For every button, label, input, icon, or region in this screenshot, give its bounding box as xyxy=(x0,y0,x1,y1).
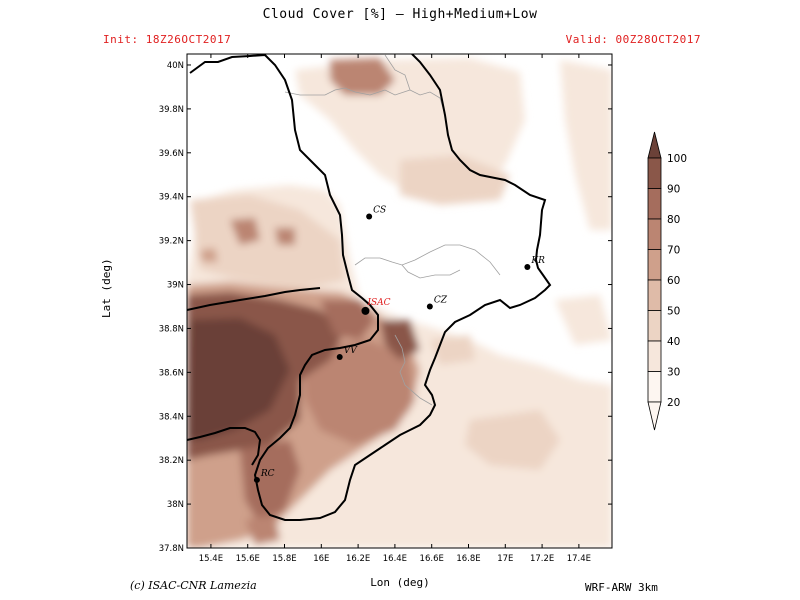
x-tick-label: 17.2E xyxy=(530,554,554,564)
x-tick-label: 15.8E xyxy=(272,554,296,564)
y-axis-ticks: 37.8N 38N 38.2N 38.4N 38.6N 38.8N 39N 39.2N 39.4… xyxy=(159,61,612,554)
colorbar-label: 50 xyxy=(667,306,680,318)
colorbar-box xyxy=(647,249,662,281)
colorbar-label: 80 xyxy=(667,214,680,226)
colorbar-box xyxy=(647,340,662,372)
colorbar: 20 30 40 50 60 70 80 90 100 xyxy=(647,131,687,431)
x-tick-label: 16.4E xyxy=(383,554,407,564)
colorbar-box xyxy=(647,279,662,311)
init-time-label: Init: 18Z26OCT2017 xyxy=(103,33,232,46)
city-marker-vv xyxy=(336,353,343,360)
city-marker-cz xyxy=(426,303,433,310)
y-axis-label: Lat (deg) xyxy=(100,258,113,318)
x-tick-label: 16.6E xyxy=(420,554,444,564)
x-tick-label: 17.4E xyxy=(567,554,591,564)
colorbar-label: 30 xyxy=(667,367,680,379)
colorbar-top-arrow xyxy=(647,131,662,159)
x-tick-label: 16E xyxy=(313,554,329,564)
y-tick-label: 38.6N xyxy=(159,368,184,378)
colorbar-box xyxy=(647,157,662,189)
colorbar-boxes xyxy=(647,131,662,431)
region-borders xyxy=(284,54,501,406)
y-tick-label: 38.4N xyxy=(159,412,184,422)
model-label: WRF-ARW 3km xyxy=(585,581,658,594)
colorbar-labels: 20 30 40 50 60 70 80 90 100 xyxy=(667,153,687,409)
x-tick-label: 16.8E xyxy=(456,554,480,564)
x-axis-ticks: 15.4E 15.6E 15.8E 16E 16.2E 16.4E 16.6E 16.8E 17… xyxy=(199,54,591,564)
x-tick-label: 15.6E xyxy=(236,554,260,564)
y-tick-label: 39.4N xyxy=(159,193,184,203)
x-tick-label: 15.4E xyxy=(199,554,223,564)
y-tick-label: 38.2N xyxy=(159,456,184,466)
colorbar-box xyxy=(647,218,662,250)
coastline xyxy=(187,54,552,521)
colorbar-label: 100 xyxy=(667,153,687,165)
colorbar-bottom-arrow xyxy=(647,401,662,431)
city-label-kr: KR xyxy=(530,256,545,266)
colorbar-label: 70 xyxy=(667,245,680,257)
city-label-cs: CS xyxy=(373,205,386,215)
y-tick-label: 38.8N xyxy=(159,324,184,334)
y-tick-label: 39.8N xyxy=(159,105,184,115)
y-tick-label: 38N xyxy=(167,500,184,510)
y-tick-label: 40N xyxy=(167,61,184,71)
colorbar-label: 60 xyxy=(667,275,680,287)
credit-label: (c) ISAC-CNR Lamezia xyxy=(130,579,257,592)
x-axis-label: Lon (deg) xyxy=(370,576,430,589)
y-tick-label: 37.8N xyxy=(159,544,184,554)
city-label-isac: ISAC xyxy=(366,298,390,308)
colorbar-box xyxy=(647,371,662,403)
city-marker-cs xyxy=(366,213,373,220)
cloud-cover-field xyxy=(187,58,612,548)
y-tick-label: 39.6N xyxy=(159,149,184,159)
plot-title: Cloud Cover [%] — High+Medium+Low xyxy=(262,7,538,22)
colorbar-label: 40 xyxy=(667,336,680,348)
y-tick-label: 39N xyxy=(167,281,184,291)
colorbar-label: 90 xyxy=(667,184,680,196)
city-label-rc: RC xyxy=(260,469,275,479)
city-markers: CS KR ISAC CZ VV RC xyxy=(253,205,545,483)
colorbar-box xyxy=(647,188,662,220)
city-marker-isac xyxy=(361,306,370,315)
city-label-cz: CZ xyxy=(434,295,448,305)
city-marker-rc xyxy=(253,476,260,483)
plot-frame xyxy=(186,53,613,549)
city-label-vv: VV xyxy=(344,346,358,356)
colorbar-label: 20 xyxy=(667,397,680,409)
y-tick-label: 39.2N xyxy=(159,237,184,247)
colorbar-box xyxy=(647,310,662,342)
x-tick-label: 16.2E xyxy=(346,554,370,564)
city-marker-kr xyxy=(524,263,531,270)
x-tick-label: 17E xyxy=(497,554,513,564)
valid-time-label: Valid: 00Z28OCT2017 xyxy=(565,33,701,46)
